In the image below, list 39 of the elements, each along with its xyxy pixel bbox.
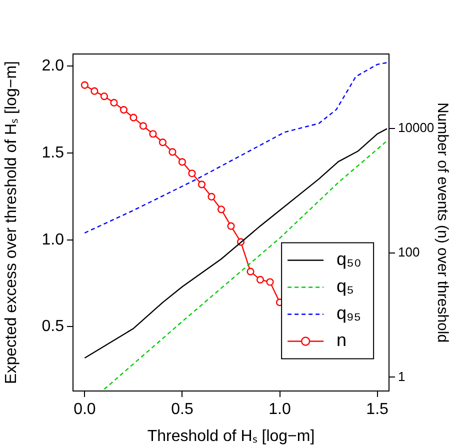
y2-tick-label: 1: [398, 368, 406, 384]
point: [198, 180, 206, 188]
point: [266, 278, 274, 286]
point: [208, 192, 216, 201]
point: [158, 138, 167, 146]
legend-label: n: [336, 330, 347, 350]
y-tick-label: 1.5: [42, 144, 64, 162]
point: [149, 130, 157, 138]
point: [110, 98, 118, 107]
point: [168, 148, 176, 156]
x-axis-title: Threshold of Hₛ [log−m]: [147, 428, 315, 445]
legend-label: q₅₀: [336, 249, 362, 270]
x-tick-label: 1.0: [268, 401, 291, 418]
y-tick-label: 2.0: [42, 58, 64, 75]
point: [188, 170, 196, 178]
y-axis-title: Expected excess over threshold of Hₛ [log−m]: [3, 61, 20, 384]
point: [120, 106, 128, 114]
point: [246, 268, 254, 276]
y-tick-label: 0.5: [42, 318, 64, 336]
legend-label: q₅: [336, 276, 354, 296]
line-series: [104, 140, 388, 390]
x-tick-label: 1.5: [366, 401, 389, 418]
legend-label: q₉₅: [336, 303, 361, 324]
point: [139, 122, 148, 130]
y-tick-label: 1.0: [42, 231, 64, 248]
point: [100, 92, 108, 100]
point: [256, 276, 264, 284]
point: [130, 114, 138, 122]
y2-tick-label: 10000: [398, 120, 434, 136]
line-series: [84, 62, 388, 234]
y2-axis-title: Number of events (n) over threshold: [434, 102, 451, 343]
x-tick-label: 0.5: [171, 401, 194, 418]
point: [178, 158, 186, 166]
x-tick-label: 0.0: [74, 401, 96, 418]
point: [217, 206, 226, 214]
y2-tick-label: 100: [398, 244, 420, 260]
point: [80, 81, 89, 89]
point: [227, 222, 235, 230]
point: [90, 87, 98, 95]
